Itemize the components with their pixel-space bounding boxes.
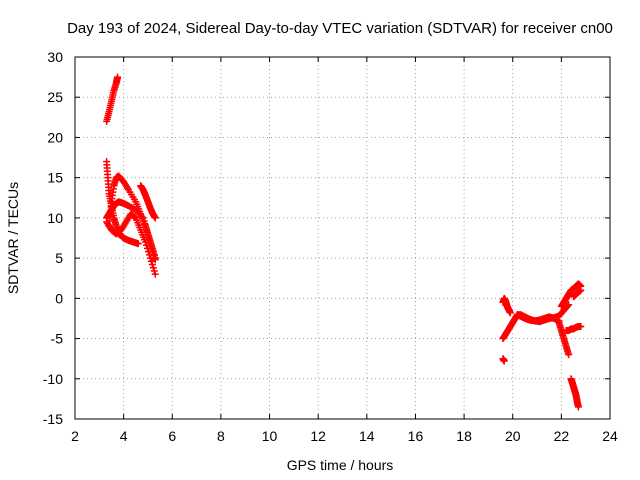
y-tick-label: 10 <box>47 210 63 226</box>
data-point <box>142 222 150 230</box>
y-tick-label: 25 <box>47 89 63 105</box>
x-tick-label: 2 <box>71 428 79 444</box>
data-point <box>577 322 585 330</box>
x-tick-label: 16 <box>408 428 424 444</box>
x-tick-label: 6 <box>168 428 176 444</box>
data-point <box>145 251 153 259</box>
data-point <box>142 238 150 246</box>
data-point <box>506 309 514 317</box>
data-point <box>143 244 151 252</box>
y-tick-label: 20 <box>47 129 63 145</box>
grid-lines <box>75 57 610 419</box>
data-point <box>151 214 159 222</box>
y-axis-label: SDTVAR / TECUs <box>5 182 21 294</box>
data-point <box>114 73 122 81</box>
data-point <box>500 357 508 365</box>
x-tick-label: 12 <box>310 428 326 444</box>
y-tick-label: -10 <box>43 371 63 387</box>
data-point <box>144 232 152 240</box>
data-point <box>151 270 159 278</box>
data-point <box>145 235 153 243</box>
x-tick-label: 14 <box>359 428 375 444</box>
x-tick-label: 18 <box>456 428 472 444</box>
data-point <box>149 264 157 272</box>
data-point <box>565 351 573 359</box>
data-point <box>134 240 142 248</box>
data-point <box>565 301 573 309</box>
x-tick-label: 20 <box>505 428 521 444</box>
y-tick-label: 0 <box>55 290 63 306</box>
x-tick-label: 22 <box>554 428 570 444</box>
x-tick-label: 8 <box>217 428 225 444</box>
data-point <box>142 241 150 249</box>
x-tick-label: 10 <box>262 428 278 444</box>
data-point <box>150 267 158 275</box>
data-point <box>142 225 150 233</box>
data-point <box>143 228 151 236</box>
plot-frame <box>74 56 611 420</box>
y-tick-label: 15 <box>47 170 63 186</box>
data-point <box>574 403 582 411</box>
y-tick-label: 5 <box>55 250 63 266</box>
data-point <box>577 286 585 294</box>
x-tick-label: 4 <box>120 428 128 444</box>
x-tick-label: 24 <box>602 428 618 444</box>
data-point <box>144 248 152 256</box>
data-marks <box>103 73 585 411</box>
chart-title: Day 193 of 2024, Sidereal Day-to-day VTE… <box>67 20 613 37</box>
x-axis-label: GPS time / hours <box>287 457 394 473</box>
y-tick-label: 30 <box>47 49 63 65</box>
y-tick-label: -15 <box>43 411 63 427</box>
data-point <box>146 254 154 262</box>
data-point <box>564 302 572 310</box>
data-point <box>147 257 155 265</box>
data-point <box>148 261 156 269</box>
y-tick-label: -5 <box>51 331 64 347</box>
